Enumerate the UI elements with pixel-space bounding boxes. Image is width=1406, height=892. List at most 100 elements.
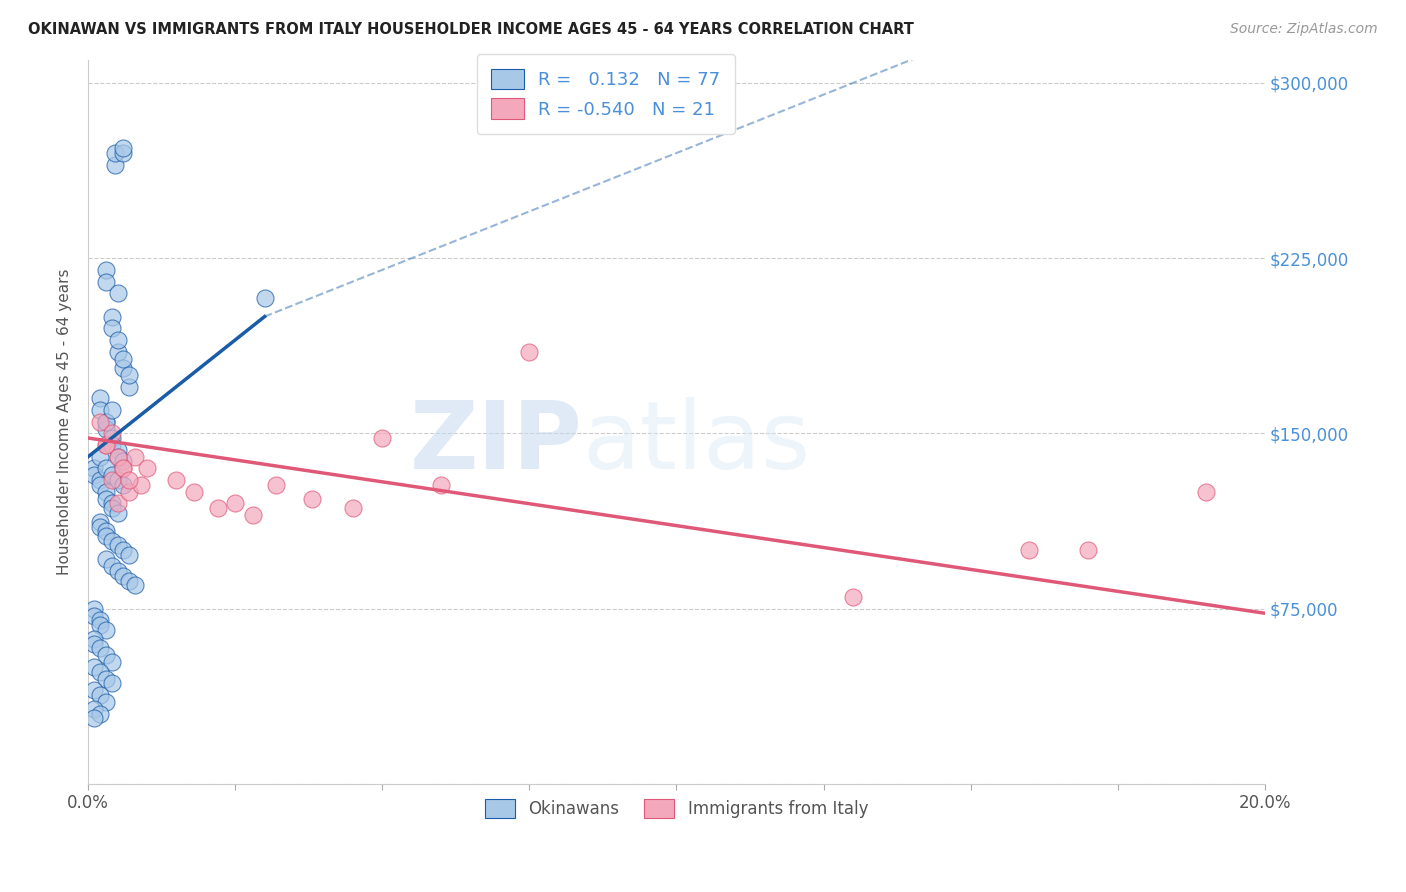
Point (112, 569, 135, 583)
Point (89, 706, 111, 721)
Point (94, 695, 117, 709)
Point (107, 344, 129, 359)
Point (94, 422, 117, 436)
Text: OKINAWAN VS IMMIGRANTS FROM ITALY HOUSEHOLDER INCOME AGES 45 - 64 YEARS CORRELAT: OKINAWAN VS IMMIGRANTS FROM ITALY HOUSEH… (28, 22, 914, 37)
Point (112, 543, 135, 558)
Point (107, 506, 129, 520)
Point (129, 477, 152, 491)
Point (112, 141, 135, 155)
Point (83, 608, 105, 623)
Point (165, 473, 187, 487)
Point (107, 450, 129, 464)
Point (94, 461, 117, 475)
Point (100, 501, 122, 516)
Point (94, 415, 117, 429)
Point (94, 484, 117, 499)
Point (100, 321, 122, 335)
Point (112, 461, 135, 475)
Point (124, 450, 146, 464)
Point (89, 515, 111, 529)
Point (107, 286, 129, 301)
Point (242, 508, 264, 522)
Point (89, 450, 111, 464)
Point (89, 618, 111, 632)
Point (107, 450, 129, 464)
Point (89, 392, 111, 406)
Point (83, 702, 105, 716)
Point (94, 648, 117, 663)
Point (100, 473, 122, 487)
Point (118, 473, 141, 487)
Point (89, 415, 111, 429)
Point (107, 564, 129, 578)
Point (94, 275, 117, 289)
Point (94, 672, 117, 686)
Point (83, 632, 105, 646)
Point (118, 368, 141, 382)
Point (83, 711, 105, 725)
Point (104, 146, 127, 161)
Point (100, 468, 122, 483)
Legend: Okinawans, Immigrants from Italy: Okinawans, Immigrants from Italy (477, 790, 876, 826)
Point (118, 548, 141, 562)
Point (371, 431, 394, 445)
Point (118, 484, 141, 499)
Y-axis label: Householder Income Ages 45 - 64 years: Householder Income Ages 45 - 64 years (58, 268, 72, 575)
Point (224, 496, 246, 510)
Point (107, 539, 129, 553)
Point (89, 665, 111, 679)
Point (89, 473, 111, 487)
Point (124, 578, 146, 592)
Point (118, 379, 141, 393)
Point (1077, 543, 1099, 558)
Point (83, 468, 105, 483)
Text: atlas: atlas (582, 398, 810, 490)
Point (94, 438, 117, 452)
Point (118, 574, 141, 588)
Point (266, 477, 288, 491)
Text: Source: ZipAtlas.com: Source: ZipAtlas.com (1230, 22, 1378, 37)
Point (100, 676, 122, 690)
Point (83, 660, 105, 674)
Point (89, 477, 111, 491)
Point (107, 333, 129, 347)
Point (519, 344, 541, 359)
Point (83, 461, 105, 475)
Point (1195, 484, 1218, 499)
Point (112, 146, 135, 161)
Point (301, 491, 323, 506)
Point (430, 477, 453, 491)
Point (94, 623, 117, 637)
Point (842, 590, 865, 604)
Point (107, 442, 129, 457)
Point (83, 683, 105, 698)
Point (136, 461, 159, 475)
Point (112, 477, 135, 491)
Point (342, 501, 364, 516)
Point (1018, 543, 1040, 558)
Point (94, 524, 117, 539)
Point (94, 263, 117, 277)
Point (183, 484, 205, 499)
Point (104, 158, 127, 172)
Point (100, 533, 122, 548)
Point (100, 438, 122, 452)
Point (100, 496, 122, 510)
Point (89, 403, 111, 417)
Point (100, 559, 122, 574)
Point (100, 426, 122, 441)
Point (89, 613, 111, 627)
Point (100, 655, 122, 669)
Point (89, 520, 111, 534)
Point (253, 291, 276, 305)
Text: ZIP: ZIP (409, 398, 582, 490)
Point (89, 688, 111, 702)
Point (107, 473, 129, 487)
Point (83, 601, 105, 615)
Point (94, 438, 117, 452)
Point (94, 491, 117, 506)
Point (83, 637, 105, 651)
Point (94, 552, 117, 566)
Point (100, 431, 122, 445)
Point (94, 415, 117, 429)
